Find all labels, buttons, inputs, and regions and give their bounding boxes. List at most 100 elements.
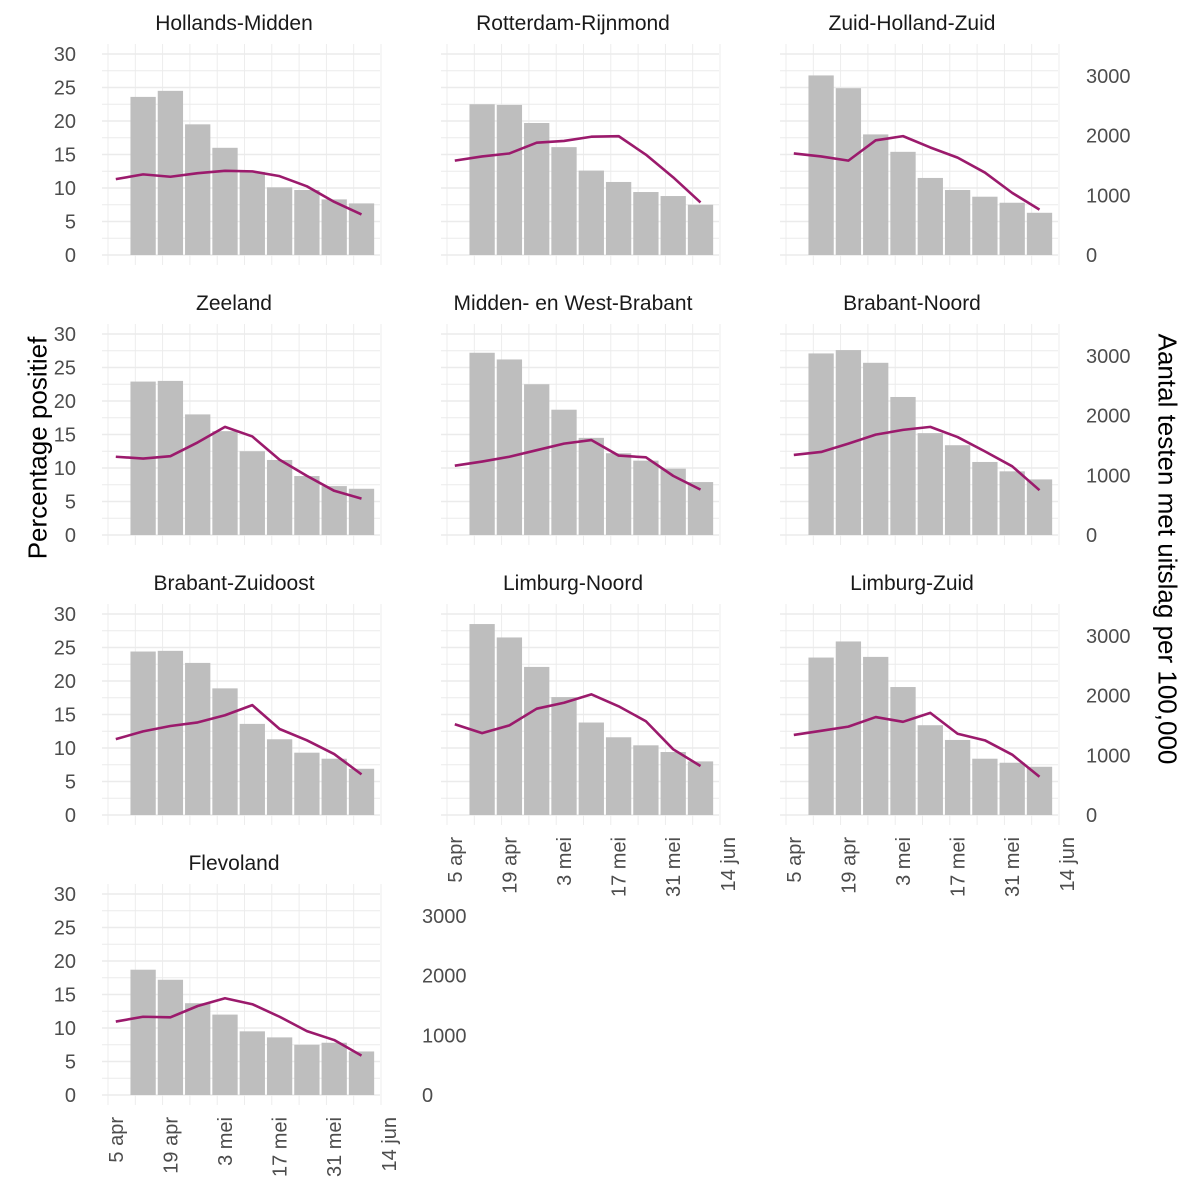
test-line <box>454 693 702 768</box>
bar <box>605 453 632 535</box>
facet-title: Brabant-Zuidoost <box>153 572 314 595</box>
x-tick-label: 17 mei <box>948 837 970 897</box>
test-line <box>454 134 702 204</box>
x-tick-label: 17 mei <box>270 1117 292 1177</box>
bar <box>633 192 659 255</box>
facet-zeeland: Zeeland 0 5 10 15 20 25 30 <box>54 292 382 547</box>
bar <box>212 147 238 255</box>
bar <box>687 482 714 535</box>
y-tick-label: 10 <box>54 178 76 200</box>
y-tick-label: 10 <box>54 1018 76 1040</box>
bar <box>348 1051 375 1095</box>
bar <box>972 461 998 535</box>
x-tick-label: 5 apr <box>784 837 806 883</box>
bar <box>944 445 971 535</box>
bar <box>524 384 550 535</box>
test-line <box>115 169 363 216</box>
y-tick-label: 5 <box>65 772 76 794</box>
bar <box>687 204 714 255</box>
y2-tick-label: 1000 <box>1086 745 1131 767</box>
bar <box>321 1042 347 1095</box>
y-tick-label: 20 <box>54 391 76 413</box>
bar <box>863 656 889 815</box>
bar <box>185 414 211 535</box>
y2-tick-label: 0 <box>1086 525 1097 547</box>
bar <box>157 90 184 255</box>
bar <box>551 697 577 815</box>
x-tick-label: 14 jun <box>379 1117 401 1172</box>
bar <box>808 657 834 815</box>
test-line <box>115 996 363 1057</box>
facet-title: Hollands-Midden <box>155 12 313 35</box>
y-tick-label: 30 <box>54 324 76 346</box>
bar <box>266 1037 293 1095</box>
bar <box>496 359 523 535</box>
bar <box>808 353 834 535</box>
x-tick-label: 3 mei <box>554 837 576 886</box>
bar <box>863 362 889 535</box>
y2-tick-label: 0 <box>422 1085 433 1107</box>
bar <box>863 134 889 255</box>
facet-title: Rotterdam-Rijnmond <box>476 12 670 35</box>
y2-tick-label: 2000 <box>1086 126 1131 148</box>
bar <box>294 476 320 535</box>
y-tick-label: 0 <box>65 1085 76 1107</box>
test-line <box>454 438 702 491</box>
bar <box>239 171 265 255</box>
y-tick-label: 20 <box>54 111 76 133</box>
bar <box>212 1014 238 1095</box>
facet-zuid-holland-zuid: Zuid-Holland-Zuid 0 1000 2000 3000 <box>780 12 1131 267</box>
facet-limburg-zuid: Limburg-Zuid 0 1000 2000 3000 5 apr 19 apr 3 me… <box>780 572 1131 897</box>
x-tick-label: 5 apr <box>445 837 467 883</box>
bar <box>294 752 320 815</box>
bar <box>212 431 238 535</box>
y-tick-label: 0 <box>65 805 76 827</box>
bar <box>1026 766 1053 815</box>
test-line <box>793 711 1041 778</box>
facet-midden-en-west-brabant: Midden- en West-Brabant <box>441 292 721 545</box>
y-tick-label: 0 <box>65 525 76 547</box>
test-line <box>115 703 363 776</box>
bar <box>524 666 550 815</box>
bar <box>687 761 714 815</box>
bar <box>469 104 495 255</box>
y-tick-label: 15 <box>54 425 76 447</box>
bar <box>130 969 156 1095</box>
bar <box>294 190 320 255</box>
y-tick-label: 30 <box>54 44 76 66</box>
facet-title: Brabant-Noord <box>843 292 981 315</box>
bar <box>578 170 604 255</box>
bar <box>157 650 184 815</box>
facet-brabant-noord: Brabant-Noord 0 1000 2000 3000 <box>780 292 1131 547</box>
x-tick-label: 19 apr <box>838 837 860 894</box>
y2-tick-label: 0 <box>1086 805 1097 827</box>
facet-title: Zuid-Holland-Zuid <box>829 12 996 35</box>
x-tick-label: 17 mei <box>609 837 631 897</box>
x-tick-label: 31 mei <box>324 1117 346 1177</box>
x-tick-label: 19 apr <box>499 837 521 894</box>
bar <box>578 722 604 815</box>
y-axis-label-left: Percentage positief <box>22 336 53 560</box>
bar <box>212 688 238 815</box>
y2-tick-label: 3000 <box>1086 346 1131 368</box>
facet-flevoland: Flevoland 0 5 10 15 20 25 30 0 1000 2000 3000 5 apr 1… <box>54 852 467 1177</box>
test-line <box>793 134 1041 211</box>
y2-tick-label: 2000 <box>1086 406 1131 428</box>
bar <box>633 745 659 815</box>
facet-rotterdam-rijnmond: Rotterdam-Rijnmond <box>441 12 721 265</box>
bar <box>835 88 862 255</box>
facet-title: Limburg-Noord <box>503 572 643 595</box>
bar <box>944 190 971 255</box>
bar <box>157 979 184 1095</box>
x-tick-label: 3 mei <box>215 1117 237 1166</box>
y2-tick-label: 1000 <box>1086 465 1131 487</box>
bar <box>266 739 293 815</box>
x-tick-label: 3 mei <box>893 837 915 886</box>
y-tick-label: 25 <box>54 358 76 380</box>
bar <box>239 723 265 815</box>
bar <box>917 433 943 535</box>
y-tick-label: 5 <box>65 212 76 234</box>
bar <box>348 203 375 255</box>
y-tick-label: 5 <box>65 1052 76 1074</box>
